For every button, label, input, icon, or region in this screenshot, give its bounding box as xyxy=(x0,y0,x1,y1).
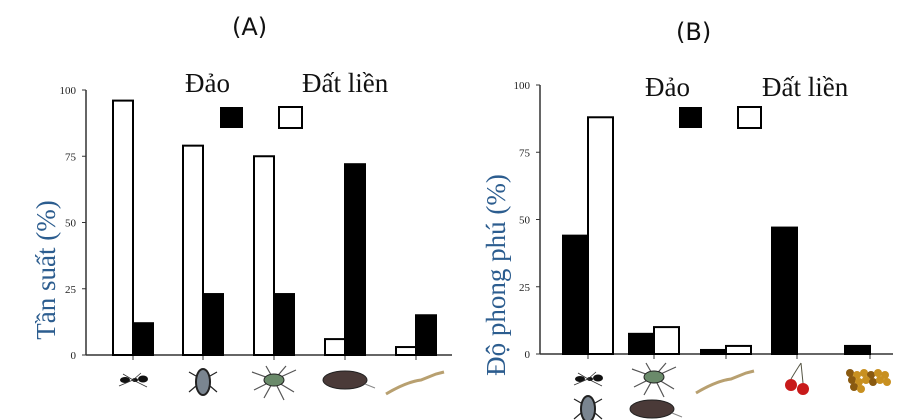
bar-a-isopod-mainland xyxy=(324,338,346,357)
bar-a-isopod-island xyxy=(344,163,366,356)
bar-a-lizard-mainland xyxy=(395,346,417,356)
chart-a-legend-mainland-swatch xyxy=(278,106,303,129)
y-tick-label: 25 xyxy=(65,284,77,296)
bar-b-lizard-mainland xyxy=(725,344,752,355)
chart-b-legend-island-label: Đảo xyxy=(645,72,690,102)
lizard-icon xyxy=(385,370,445,396)
y-tick-label: 75 xyxy=(65,151,77,163)
bar-a-lizard-island xyxy=(415,314,437,356)
seeds-icon xyxy=(846,369,891,393)
y-tick-label: 50 xyxy=(519,215,531,227)
bar-b-lizard-island xyxy=(700,348,727,355)
chart-b-title: (B) xyxy=(676,18,711,46)
chart-a-title: (A) xyxy=(232,13,267,41)
y-tick-label: 100 xyxy=(514,80,531,92)
chart-a-legend-island-label: Đảo xyxy=(185,68,230,98)
chart-b-legend-island-swatch xyxy=(679,107,702,128)
y-tick-label: 75 xyxy=(519,147,531,159)
spider-isopod-icon xyxy=(629,362,683,419)
bar-a-spider-mainland xyxy=(253,155,275,356)
isopod-icon xyxy=(322,370,376,390)
bar-b-ant-beetle-island xyxy=(562,234,589,355)
chart-a: 0 25 50 75 100 xyxy=(60,85,452,401)
bar-b-spider-isopod-island xyxy=(628,332,655,356)
chart-a-legend-mainland-label: Đất liền xyxy=(302,68,389,98)
bar-a-beetle-island xyxy=(202,293,224,356)
chart-a-y-axis-label: Tần suất (%) xyxy=(31,200,61,339)
y-tick-label: 25 xyxy=(519,282,531,294)
lizard-icon xyxy=(695,369,755,395)
chart-b: 0 25 50 75 100 xyxy=(514,80,893,420)
y-tick-label: 100 xyxy=(60,85,77,97)
chart-b-y-axis-label: Độ phong phú (%) xyxy=(481,174,511,376)
ant-icon xyxy=(118,372,148,388)
y-tick-label: 0 xyxy=(71,350,77,362)
y-tick-label: 50 xyxy=(65,218,77,230)
bar-b-ant-beetle-mainland xyxy=(587,116,614,355)
bar-b-cherry-island xyxy=(771,226,798,356)
bar-a-ant-island xyxy=(132,322,154,357)
cherry-icon xyxy=(785,362,809,395)
ant-beetle-icon xyxy=(573,371,603,420)
bar-a-beetle-mainland xyxy=(182,144,204,356)
bar-a-spider-island xyxy=(273,293,295,356)
bar-a-ant-mainland xyxy=(112,99,134,356)
beetle-icon xyxy=(188,368,218,396)
bar-b-spider-isopod-mainland xyxy=(653,326,680,356)
y-tick-label: 0 xyxy=(525,349,531,361)
spider-icon xyxy=(251,365,297,401)
chart-b-legend-mainland-swatch xyxy=(737,106,762,129)
bar-b-seeds-island xyxy=(844,344,871,355)
chart-a-legend-island-swatch xyxy=(220,107,243,128)
chart-b-legend-mainland-label: Đất liền xyxy=(762,72,849,102)
